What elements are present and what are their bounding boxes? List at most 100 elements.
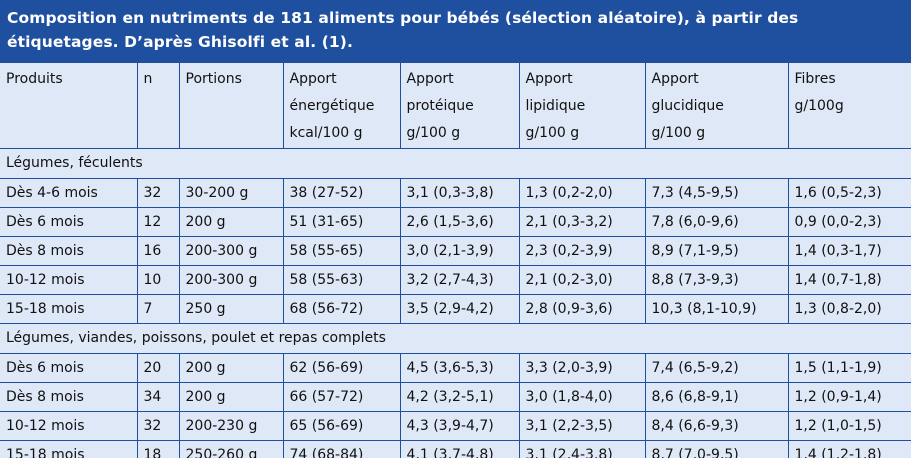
cell-apport-lipidique: 2,1 (0,3-3,2) bbox=[518, 207, 646, 237]
cell-apport-energetique: 74 (68-84) bbox=[282, 440, 401, 458]
header-row: Produits n Portions Apport énergétique kcal/1… bbox=[0, 62, 911, 149]
cell-produits: 10-12 mois bbox=[0, 411, 138, 441]
cell-apport-lipidique: 3,0 (1,8-4,0) bbox=[518, 382, 646, 412]
cell-produits: Dès 6 mois bbox=[0, 207, 138, 237]
cell-apport-energetique: 66 (57-72) bbox=[282, 382, 401, 412]
cell-apport-proteique: 4,2 (3,2-5,1) bbox=[399, 382, 520, 412]
section-row: Légumes, féculents bbox=[0, 148, 911, 179]
cell-apport-energetique: 65 (56-69) bbox=[282, 411, 401, 441]
column-header-line: Portions bbox=[185, 71, 242, 87]
cell-apport-lipidique: 2,1 (0,2-3,0) bbox=[518, 265, 646, 295]
table-title-line-1: Composition en nutriments de 181 aliment… bbox=[7, 9, 799, 27]
table-row: Dès 6 mois 12 200 g 51 (31-65) 2,6 (1,5-3,6)… bbox=[0, 207, 911, 237]
cell-fibres: 1,2 (0,9-1,4) bbox=[787, 382, 911, 412]
cell-apport-lipidique: 2,8 (0,9-3,6) bbox=[518, 294, 646, 324]
cell-produits: 15-18 mois bbox=[0, 294, 138, 324]
cell-n: 12 bbox=[136, 207, 180, 237]
cell-apport-glucidique: 8,6 (6,8-9,1) bbox=[644, 382, 789, 412]
cell-apport-glucidique: 7,3 (4,5-9,5) bbox=[644, 178, 789, 208]
cell-apport-lipidique: 1,3 (0,2-2,0) bbox=[518, 178, 646, 208]
column-header-line: énergétique bbox=[289, 98, 375, 114]
cell-fibres: 1,3 (0,8-2,0) bbox=[787, 294, 911, 324]
column-header-line: Apport bbox=[406, 71, 454, 87]
cell-produits: Dès 6 mois bbox=[0, 353, 138, 383]
table-row: Dès 8 mois 34 200 g 66 (57-72) 4,2 (3,2-5,1)… bbox=[0, 382, 911, 412]
column-header-line: Apport bbox=[651, 71, 699, 87]
table-title-line-2: étiquetages. D’après Ghisolfi et al. (1)… bbox=[7, 33, 353, 51]
cell-portions: 200 g bbox=[178, 207, 284, 237]
cell-portions: 200-300 g bbox=[178, 265, 284, 295]
cell-apport-energetique: 58 (55-65) bbox=[282, 236, 401, 266]
cell-apport-glucidique: 7,4 (6,5-9,2) bbox=[644, 353, 789, 383]
cell-fibres: 1,5 (1,1-1,9) bbox=[787, 353, 911, 383]
cell-apport-proteique: 3,5 (2,9-4,2) bbox=[399, 294, 520, 324]
cell-n: 34 bbox=[136, 382, 180, 412]
column-header-line: g/100g bbox=[794, 98, 844, 114]
column-header-line: Produits bbox=[6, 71, 63, 87]
column-header-line: protéique bbox=[406, 98, 474, 114]
column-header-apport-glucidique: Apport glucidique g/100 g bbox=[644, 62, 789, 149]
cell-produits: Dès 8 mois bbox=[0, 236, 138, 266]
cell-apport-proteique: 4,5 (3,6-5,3) bbox=[399, 353, 520, 383]
column-header-line: Apport bbox=[289, 71, 337, 87]
cell-apport-proteique: 3,2 (2,7-4,3) bbox=[399, 265, 520, 295]
cell-n: 18 bbox=[136, 440, 180, 458]
table-body: Légumes, féculents Dès 4-6 mois 32 30-200 g… bbox=[0, 148, 911, 458]
table-row: Dès 4-6 mois 32 30-200 g 38 (27-52) 3,1 (0,3… bbox=[0, 178, 911, 208]
column-header-portions: Portions bbox=[178, 62, 284, 149]
cell-portions: 30-200 g bbox=[178, 178, 284, 208]
table-row: 10-12 mois 32 200-230 g 65 (56-69) 4,3 (3,9-… bbox=[0, 411, 911, 441]
cell-portions: 200-300 g bbox=[178, 236, 284, 266]
cell-portions: 250 g bbox=[178, 294, 284, 324]
column-header-line: Fibres bbox=[794, 71, 836, 87]
table-title: Composition en nutriments de 181 aliment… bbox=[0, 0, 911, 62]
cell-apport-proteique: 3,1 (0,3-3,8) bbox=[399, 178, 520, 208]
cell-apport-glucidique: 8,4 (6,6-9,3) bbox=[644, 411, 789, 441]
cell-apport-energetique: 62 (56-69) bbox=[282, 353, 401, 383]
cell-fibres: 1,4 (0,3-1,7) bbox=[787, 236, 911, 266]
table-row: Dès 8 mois 16 200-300 g 58 (55-65) 3,0 (2,1-… bbox=[0, 236, 911, 266]
cell-n: 32 bbox=[136, 178, 180, 208]
cell-n: 16 bbox=[136, 236, 180, 266]
cell-apport-energetique: 51 (31-65) bbox=[282, 207, 401, 237]
column-header-line: g/100 g bbox=[651, 125, 706, 141]
cell-produits: 15-18 mois bbox=[0, 440, 138, 458]
column-header-line: g/100 g bbox=[525, 125, 580, 141]
cell-fibres: 1,4 (1,2-1,8) bbox=[787, 440, 911, 458]
cell-apport-lipidique: 2,3 (0,2-3,9) bbox=[518, 236, 646, 266]
cell-apport-energetique: 38 (27-52) bbox=[282, 178, 401, 208]
column-header-apport-proteique: Apport protéique g/100 g bbox=[399, 62, 520, 149]
column-header-line: kcal/100 g bbox=[289, 125, 363, 141]
cell-fibres: 1,4 (0,7-1,8) bbox=[787, 265, 911, 295]
column-header-line: Apport bbox=[525, 71, 573, 87]
cell-portions: 250-260 g bbox=[178, 440, 284, 458]
column-header-line: n bbox=[143, 71, 153, 87]
cell-apport-energetique: 68 (56-72) bbox=[282, 294, 401, 324]
column-header-line: lipidique bbox=[525, 98, 586, 114]
column-header-line: g/100 g bbox=[406, 125, 461, 141]
cell-produits: Dès 4-6 mois bbox=[0, 178, 138, 208]
cell-apport-proteique: 3,0 (2,1-3,9) bbox=[399, 236, 520, 266]
column-header-n: n bbox=[136, 62, 180, 149]
table-row: 10-12 mois 10 200-300 g 58 (55-63) 3,2 (2,7-… bbox=[0, 265, 911, 295]
cell-fibres: 1,2 (1,0-1,5) bbox=[787, 411, 911, 441]
cell-apport-glucidique: 8,8 (7,3-9,3) bbox=[644, 265, 789, 295]
nutrient-table: Produits n Portions Apport énergétique kcal/1… bbox=[0, 62, 911, 458]
cell-apport-glucidique: 10,3 (8,1-10,9) bbox=[644, 294, 789, 324]
column-header-apport-energetique: Apport énergétique kcal/100 g bbox=[282, 62, 401, 149]
cell-fibres: 0,9 (0,0-2,3) bbox=[787, 207, 911, 237]
cell-n: 20 bbox=[136, 353, 180, 383]
section-label: Légumes, féculents bbox=[0, 148, 911, 179]
cell-apport-glucidique: 7,8 (6,0-9,6) bbox=[644, 207, 789, 237]
cell-portions: 200-230 g bbox=[178, 411, 284, 441]
cell-apport-energetique: 58 (55-63) bbox=[282, 265, 401, 295]
cell-apport-lipidique: 3,1 (2,4-3,8) bbox=[518, 440, 646, 458]
section-row: Légumes, viandes, poissons, poulet et re… bbox=[0, 323, 911, 354]
cell-produits: Dès 8 mois bbox=[0, 382, 138, 412]
cell-fibres: 1,6 (0,5-2,3) bbox=[787, 178, 911, 208]
cell-n: 32 bbox=[136, 411, 180, 441]
column-header-apport-lipidique: Apport lipidique g/100 g bbox=[518, 62, 646, 149]
table-row: 15-18 mois 18 250-260 g 74 (68-84) 4,1 (3,7-… bbox=[0, 440, 911, 458]
column-header-fibres: Fibres g/100g bbox=[787, 62, 911, 149]
